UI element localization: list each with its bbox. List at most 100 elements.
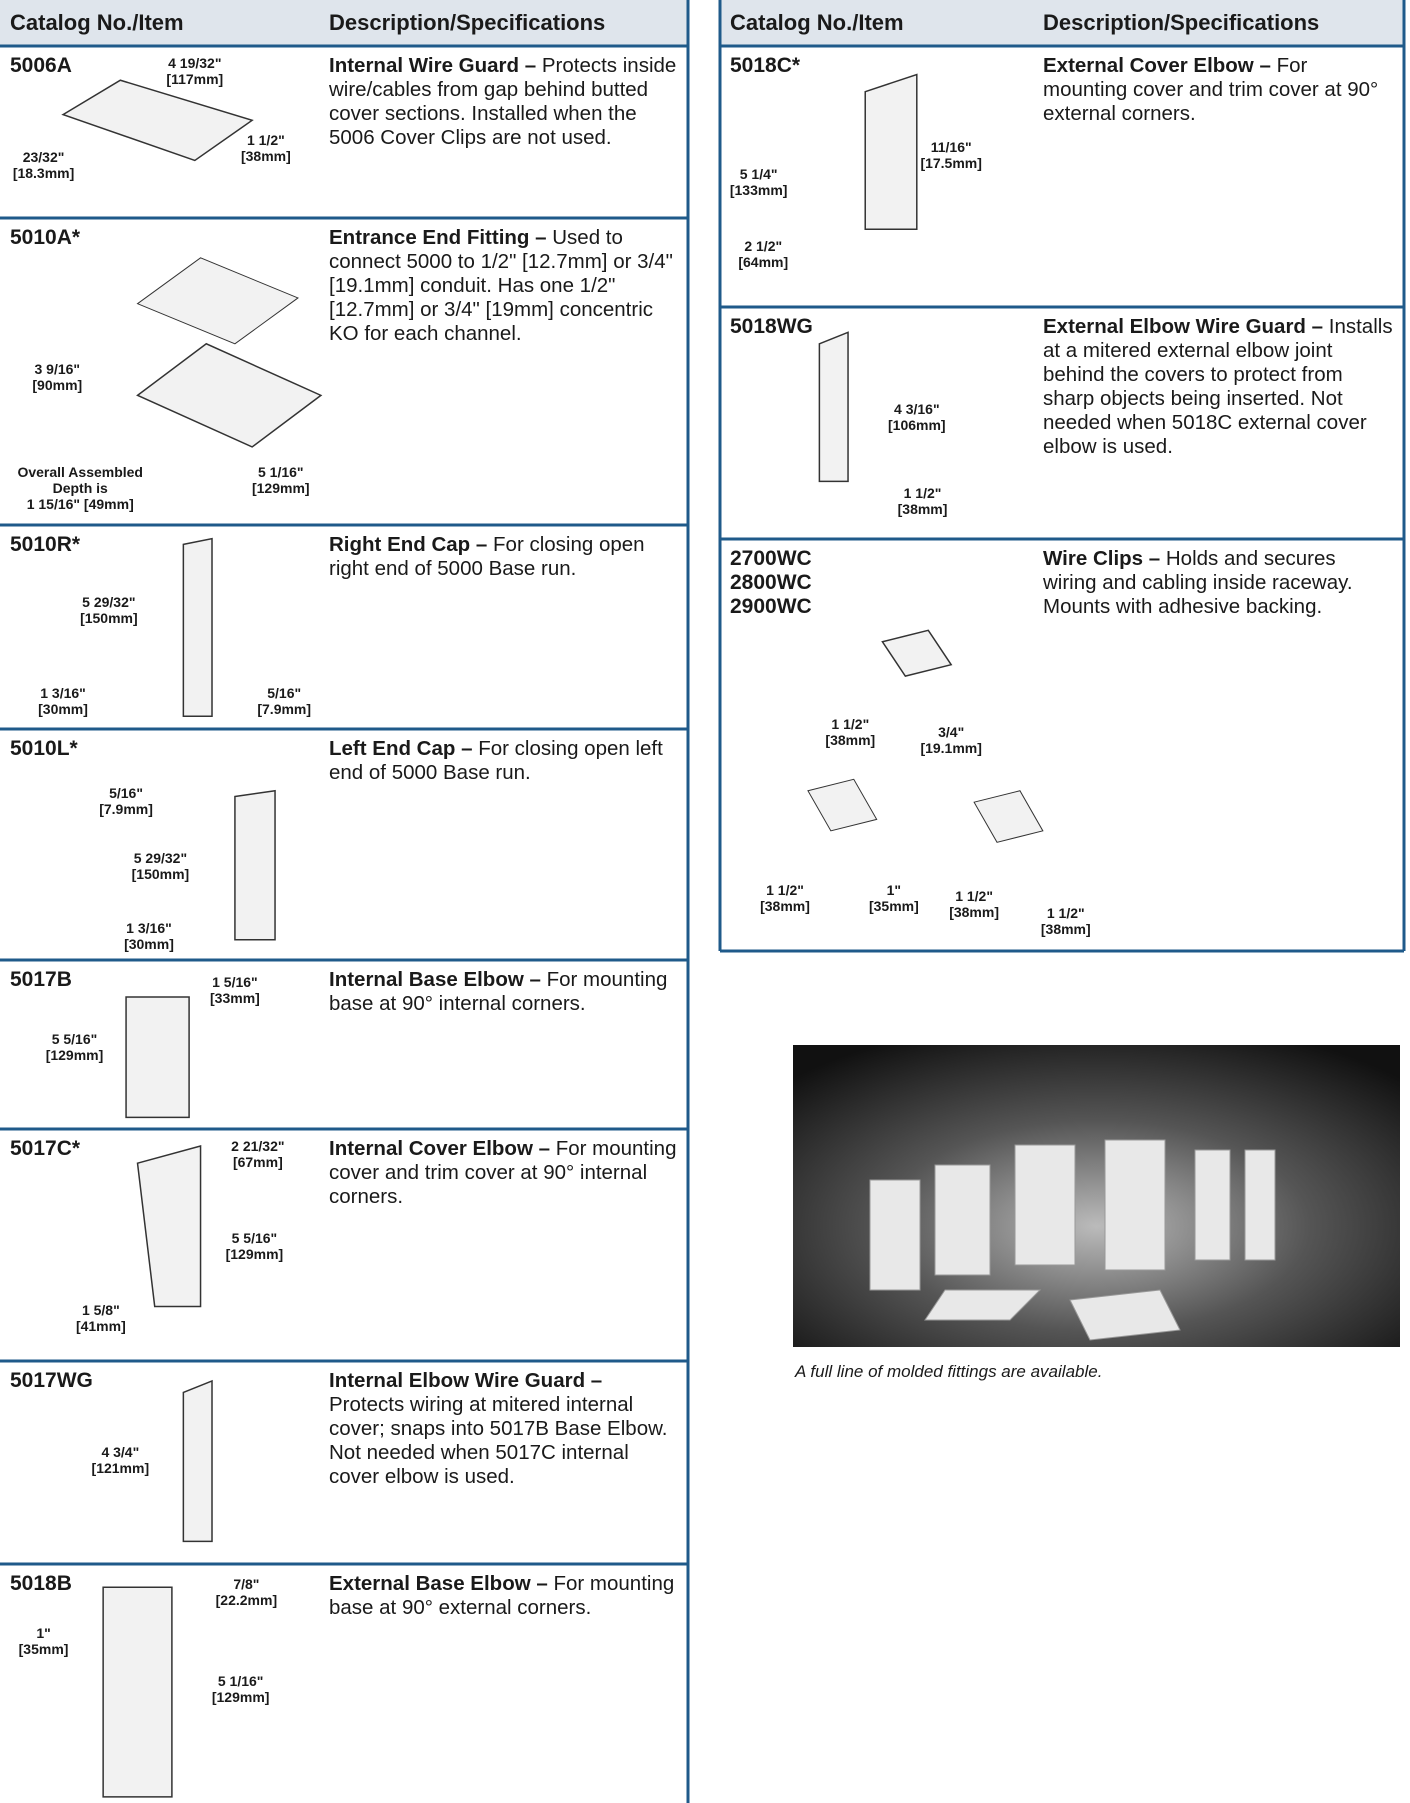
dimension-line: 4 3/16" [894,401,940,418]
dimension-line: 1 5/8" [81,1301,120,1318]
item-text: For closing open right end of 5000 Base … [329,533,645,580]
wire-clip [973,790,1044,843]
item-title: Left End Cap – [329,737,473,760]
dimension-line: [129mm] [225,1245,284,1262]
dimension-label: 1 5/16" [33mm] [210,974,260,1006]
dimension-line: [38mm] [897,500,948,517]
item-title: Right End Cap – [329,533,488,556]
item-text: For mounting base at 90° internal corner… [329,968,668,1015]
description: Right End Cap – For closing open right e… [329,533,679,581]
item-title: External Elbow Wire Guard – [1043,315,1324,338]
dimension-label: 1 3/16" [30mm] [38,685,88,717]
dimension-line: [41mm] [75,1317,126,1334]
dimension-line: [117mm] [166,71,224,87]
dimension-line: 5/16" [267,685,302,702]
dimension-label: 1" [35mm] [19,1625,69,1657]
dimension-line: 5 29/32" [82,593,136,610]
dimension-label: 1 1/2" [38mm] [1041,905,1091,937]
item-text: For mounting cover and trim cover at 90°… [329,1137,677,1208]
dimension-line: [150mm] [131,866,190,883]
dimension-label: 1 1/2" [38mm] [898,485,948,517]
dimension-line: 3/4" [938,724,965,741]
header-item: Catalog No./Item [10,10,184,36]
dimension-label: 1" [35mm] [869,882,919,914]
description: Internal Cover Elbow – For mounting cove… [329,1137,679,1209]
dimension-line: 2 1/2" [744,238,783,255]
item-text: Holds and secures wiring and cabling ins… [1043,547,1353,618]
dimension-line: [33mm] [210,990,260,1007]
dimension-line: [30mm] [38,701,88,718]
description: Left End Cap – For closing open left end… [329,737,679,785]
dimension-label: Overall Assembled Depth is 1 15/16" [49mm] [17,464,143,512]
dimension-label: 5 29/32" [150mm] [132,850,190,882]
description: Internal Base Elbow – For mounting base … [329,968,679,1016]
description: Internal Wire Guard – Protects inside wi… [329,54,679,150]
dimension-label: 1 1/2" [38mm] [760,882,810,914]
dimension-line: [38mm] [760,898,810,915]
item-title: Wire Clips – [1043,547,1161,570]
dimension-line: [19.1mm] [920,740,982,757]
dimension-label: 1 3/16" [30mm] [124,920,174,952]
catalog-number: 5017WG [10,1369,93,1392]
dimension-line: 5/16" [109,785,143,801]
dimension-label: 2 21/32" [67mm] [231,1138,284,1170]
dimension-line: Overall Assembled [17,464,143,481]
dimension-label: 2 1/2" [64mm] [738,238,788,270]
dimension-line: 2 21/32" [231,1137,285,1154]
dimension-line: [17.5mm] [920,154,982,171]
dimension-line: 5 1/16" [257,464,304,481]
dimension-line: 3 9/16" [34,360,81,377]
dimension-line: 1 1/2" [955,888,993,905]
description: Wire Clips – Holds and secures wiring an… [1043,547,1393,619]
dimension-line: 1 1/2" [246,131,285,148]
wire-clip [807,778,878,832]
catalog-number: 5018B [10,1572,72,1595]
dimension-line: [133mm] [729,182,788,199]
dimension-line: [129mm] [251,480,310,497]
dimension-line: 7/8" [233,1575,260,1592]
dimension-line: [150mm] [80,609,138,626]
dimension-label: 3 9/16" [90mm] [32,361,82,393]
part-drawing [102,1586,173,1798]
dimension-line: 1 1/2" [1046,905,1085,922]
dimension-label: 5/16" [7.9mm] [257,685,311,717]
dimension-line: 5 5/16" [51,1031,98,1048]
part-drawing [881,629,953,677]
dimension-label: 1 5/8" [41mm] [76,1302,126,1334]
dimension-line: [38mm] [825,732,876,749]
part-drawing [234,789,276,941]
dimension-line: [30mm] [124,936,174,953]
item-text: For closing open left end of 5000 Base r… [329,737,663,784]
item-title: External Cover Elbow – [1043,54,1271,77]
dimension-label: 4 3/4" [121mm] [92,1444,150,1476]
dimension-line: 1 1/2" [766,882,804,899]
item-title: Entrance End Fitting – [329,226,547,249]
dimension-line: [38mm] [1040,921,1091,938]
catalog-number: 5010A* [10,226,81,249]
dimension-label: 4 3/16" [106mm] [888,401,946,433]
description: Internal Elbow Wire Guard – Protects wir… [329,1369,679,1489]
catalog-number: 5010R* [10,533,81,556]
dimension-line: 1 1/2" [831,716,870,733]
description: External Base Elbow – For mounting base … [329,1572,679,1620]
dimension-line: [64mm] [738,254,789,271]
dimension-label: 5 5/16" [129mm] [226,1230,284,1262]
item-text: Installs at a mitered external elbow joi… [1043,315,1393,458]
dimension-line: [38mm] [240,147,291,164]
description: External Cover Elbow – For mounting cove… [1043,54,1393,126]
photo-fittings [869,1139,1276,1341]
photo-caption: A full line of molded fittings are avail… [795,1362,1103,1381]
dimension-line: [106mm] [888,417,946,434]
dimension-label: 5 5/16" [129mm] [46,1031,104,1063]
item-title: Internal Cover Elbow – [329,1137,550,1160]
dimension-line: 1 15/16" [49mm] [26,496,134,513]
part-drawing [864,73,918,230]
dimension-line: 5 5/16" [231,1229,278,1246]
dimension-label: 5 1/16" [129mm] [212,1673,270,1705]
item-text: For mounting cover and trim cover at 90°… [1043,54,1379,125]
dimension-label: 3/4" [19.1mm] [920,724,981,756]
dimension-line: [7.9mm] [99,801,153,817]
catalog-number: 5017C* [10,1137,81,1160]
dimension-line: 4 19/32" [168,55,222,71]
